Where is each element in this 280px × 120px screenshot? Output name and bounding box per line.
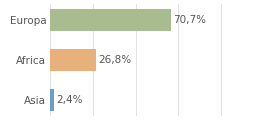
Bar bbox=[50, 9, 171, 31]
Bar bbox=[50, 89, 55, 111]
Text: 26,8%: 26,8% bbox=[98, 55, 131, 65]
Text: 2,4%: 2,4% bbox=[57, 95, 83, 105]
Bar bbox=[50, 49, 96, 71]
Text: 70,7%: 70,7% bbox=[173, 15, 206, 25]
